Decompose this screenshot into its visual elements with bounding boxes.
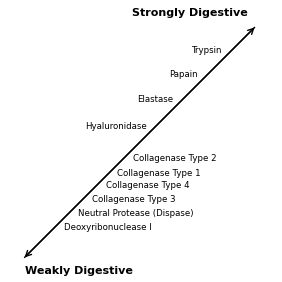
Text: Deoxyribonuclease I: Deoxyribonuclease I [63,223,151,232]
Text: Collagenase Type 3: Collagenase Type 3 [92,195,175,204]
Text: Collagenase Type 1: Collagenase Type 1 [117,169,201,179]
Text: Hyaluronidase: Hyaluronidase [85,122,147,131]
Text: Collagenase Type 2: Collagenase Type 2 [133,154,216,163]
Text: Papain: Papain [169,70,198,79]
Text: Elastase: Elastase [137,95,173,104]
Text: Trypsin: Trypsin [192,46,222,55]
Text: Weakly Digestive: Weakly Digestive [25,266,133,276]
Text: Strongly Digestive: Strongly Digestive [133,8,248,18]
Text: Neutral Protease (Dispase): Neutral Protease (Dispase) [78,209,193,218]
Text: Collagenase Type 4: Collagenase Type 4 [106,181,189,190]
